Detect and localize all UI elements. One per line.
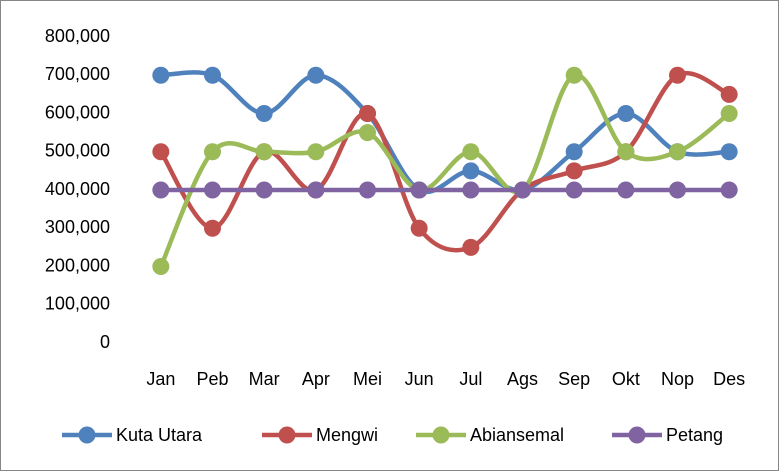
legend-label: Mengwi: [316, 425, 378, 445]
point-marker: [720, 143, 738, 161]
point-marker: [462, 238, 480, 256]
point-marker: [565, 181, 583, 199]
point-marker: [359, 181, 376, 199]
y-tick-label: 300,000: [45, 217, 110, 237]
legend-marker: [78, 426, 96, 444]
x-tick-label: Des: [713, 369, 745, 389]
y-tick-label: 0: [100, 332, 110, 352]
point-marker: [204, 143, 221, 161]
point-marker: [152, 258, 170, 275]
point-marker: [565, 66, 583, 84]
y-tick-label: 500,000: [45, 141, 110, 161]
point-marker: [514, 181, 531, 199]
point-marker: [462, 143, 480, 161]
point-marker: [152, 143, 170, 161]
x-tick-label: Jan: [146, 369, 175, 389]
point-marker: [617, 105, 635, 122]
point-marker: [617, 181, 635, 199]
point-marker: [720, 85, 738, 103]
point-marker: [565, 162, 583, 180]
x-tick-label: Okt: [612, 369, 640, 389]
point-marker: [669, 143, 686, 161]
legend-label: Abiansemal: [470, 425, 564, 445]
point-marker: [462, 181, 480, 199]
y-tick-label: 100,000: [45, 294, 110, 314]
point-marker: [720, 181, 738, 199]
point-marker: [669, 66, 686, 84]
point-marker: [669, 181, 686, 199]
point-marker: [410, 219, 428, 237]
point-marker: [359, 105, 376, 122]
y-tick-label: 600,000: [45, 102, 110, 122]
legend-marker: [278, 426, 296, 444]
point-marker: [307, 181, 325, 199]
point-marker: [307, 66, 325, 84]
x-tick-label: Peb: [196, 369, 228, 389]
point-marker: [204, 66, 221, 84]
point-marker: [720, 105, 738, 122]
y-tick-label: 800,000: [45, 26, 110, 46]
x-tick-label: Apr: [302, 369, 330, 389]
point-marker: [255, 105, 273, 122]
x-tick-label: Mar: [249, 369, 280, 389]
x-tick-label: Jun: [405, 369, 434, 389]
point-marker: [152, 181, 170, 199]
point-marker: [410, 181, 428, 199]
x-tick-label: Jul: [459, 369, 482, 389]
legend-marker: [432, 426, 450, 444]
y-tick-label: 200,000: [45, 255, 110, 275]
x-tick-label: Ags: [507, 369, 538, 389]
y-tick-label: 400,000: [45, 179, 110, 199]
x-tick-label: Nop: [661, 369, 694, 389]
point-marker: [255, 143, 273, 161]
point-marker: [255, 181, 273, 199]
point-marker: [307, 143, 325, 161]
point-marker: [565, 143, 583, 161]
x-tick-label: Mei: [353, 369, 382, 389]
legend-label: Kuta Utara: [116, 425, 203, 445]
point-marker: [359, 124, 376, 142]
x-tick-label: Sep: [558, 369, 590, 389]
point-marker: [204, 181, 221, 199]
point-marker: [204, 219, 221, 237]
legend-marker: [628, 426, 646, 444]
point-marker: [462, 162, 480, 180]
legend-label: Petang: [666, 425, 723, 445]
point-marker: [152, 66, 170, 84]
point-marker: [617, 143, 635, 161]
y-tick-label: 700,000: [45, 64, 110, 84]
